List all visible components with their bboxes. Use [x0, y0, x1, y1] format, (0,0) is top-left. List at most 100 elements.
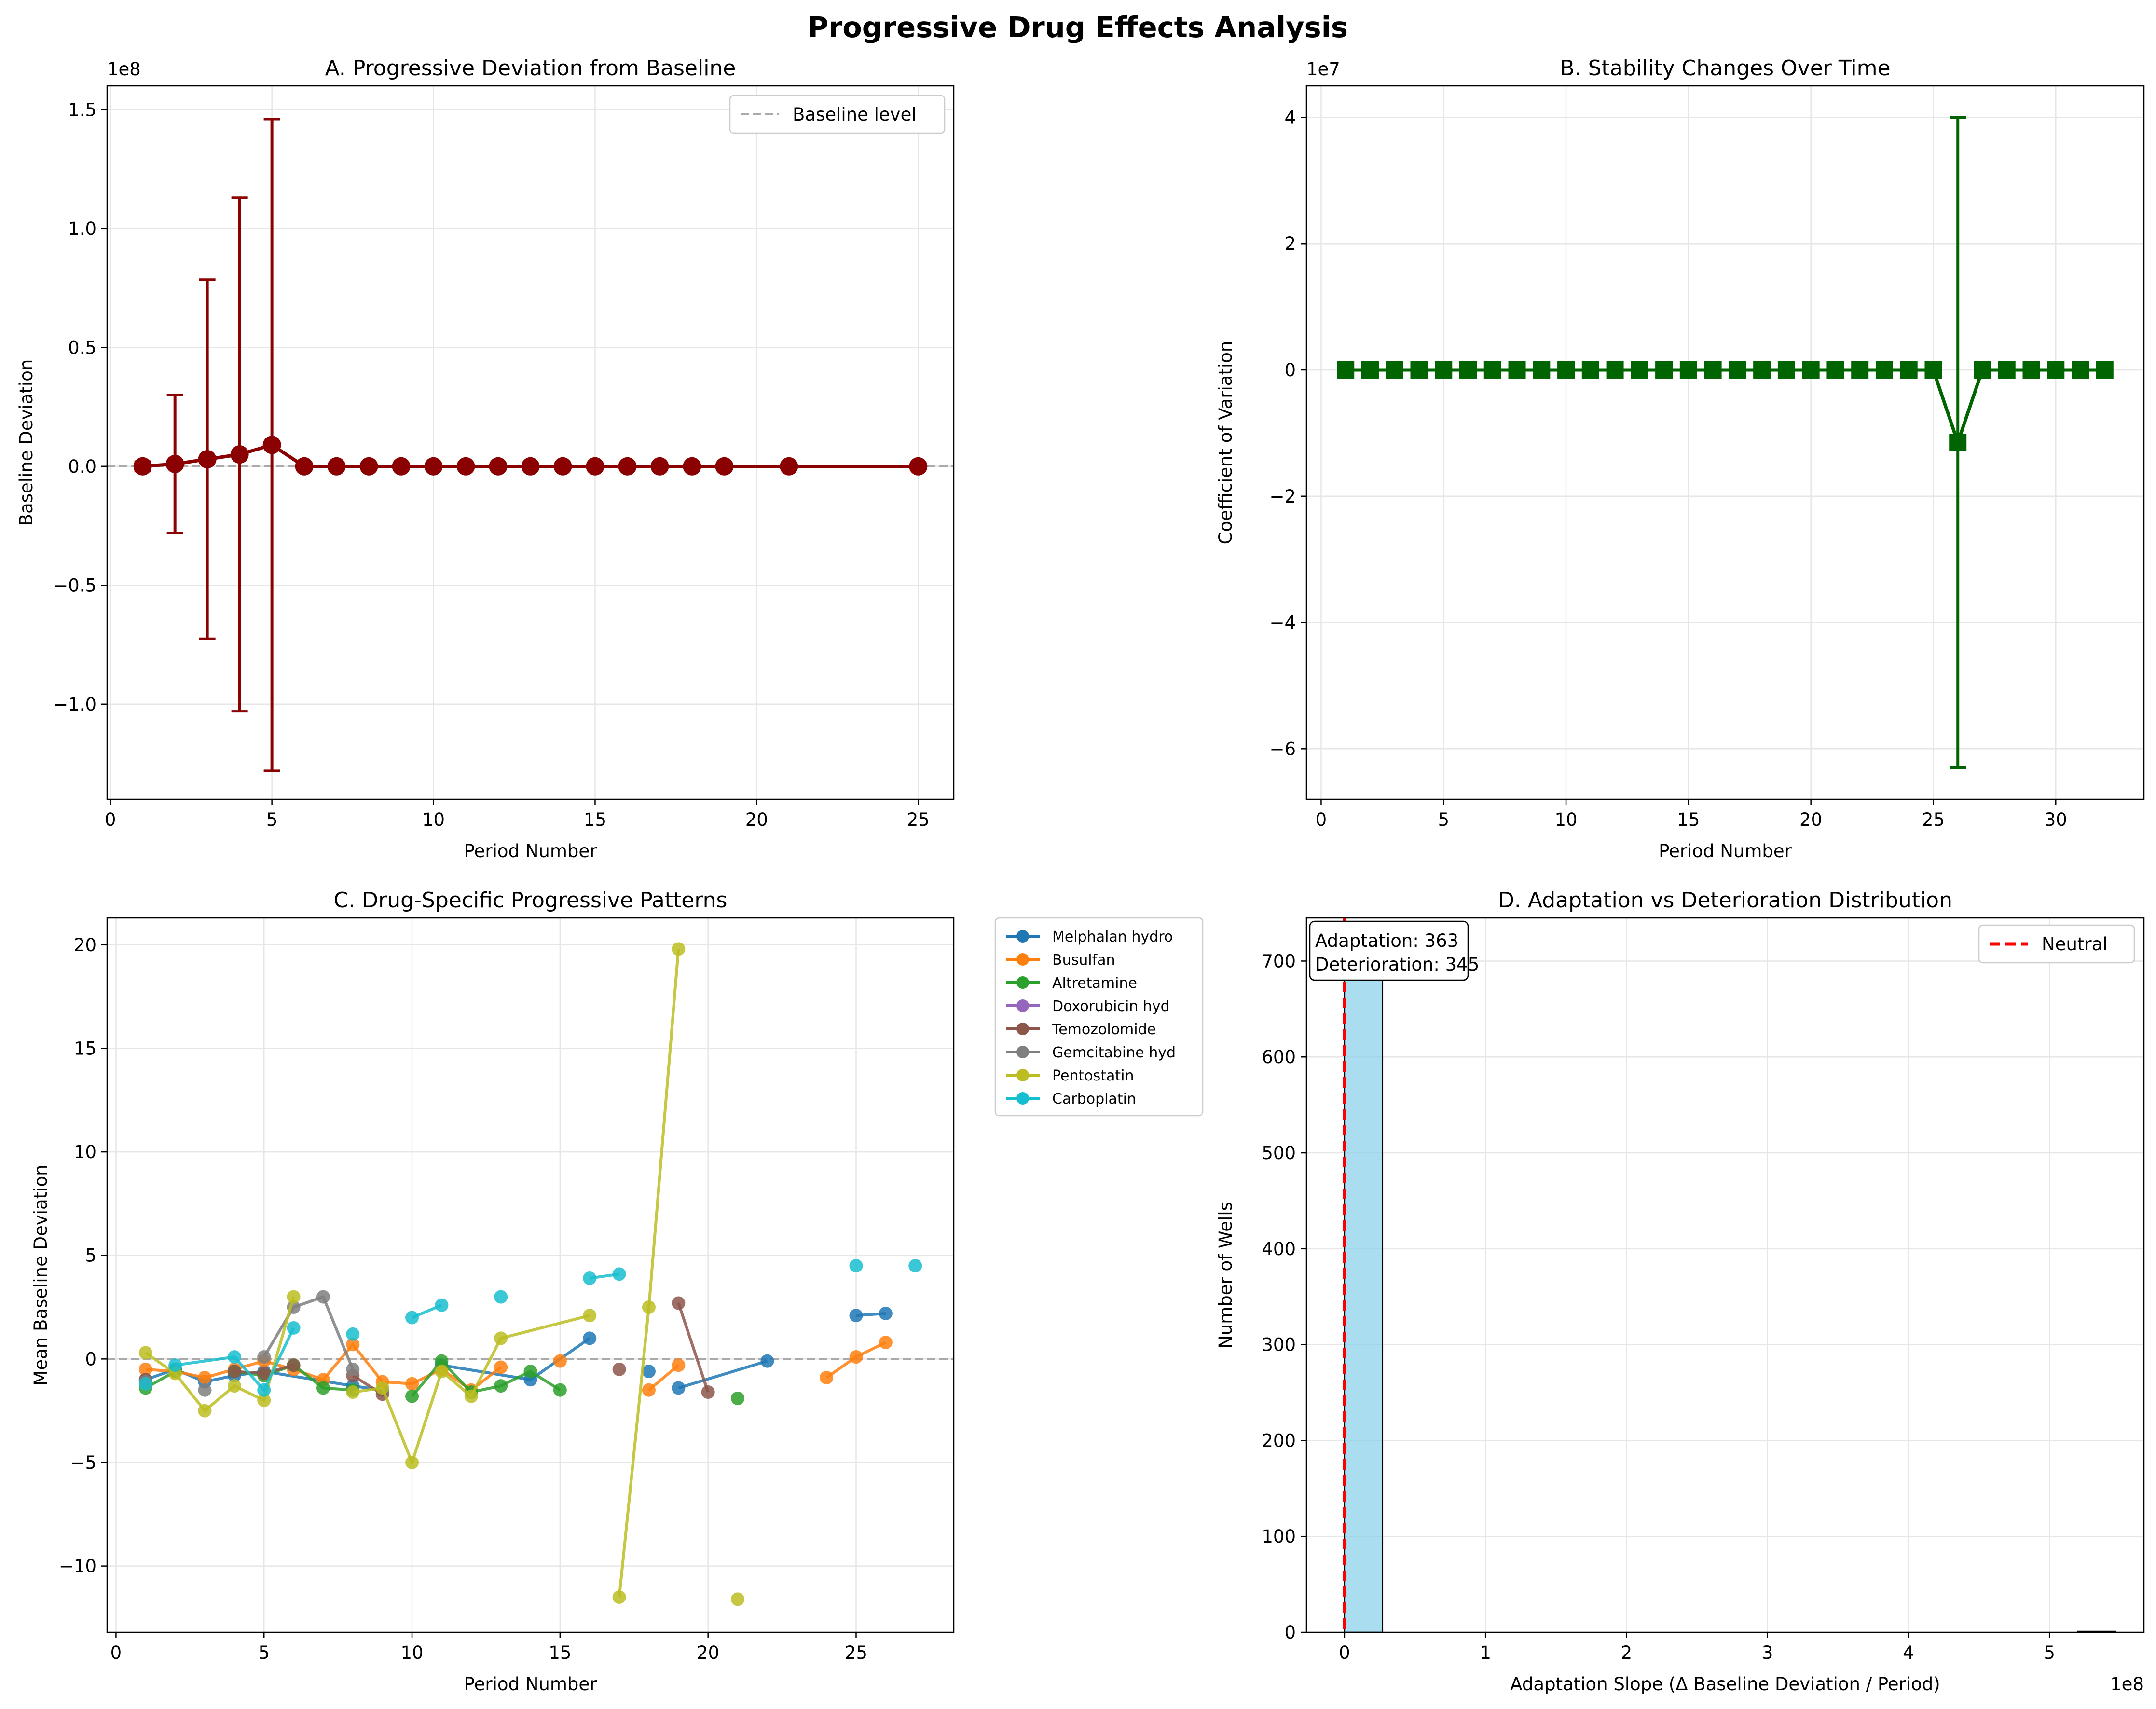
axes-title: A. Progressive Deviation from Baseline	[325, 56, 736, 81]
data-point	[1483, 361, 1501, 379]
y-tick-label: 0	[1284, 1622, 1296, 1643]
data-point	[1729, 361, 1746, 379]
data-point	[316, 1381, 330, 1395]
data-point	[227, 1350, 241, 1364]
legend-marker	[1016, 953, 1029, 966]
data-point	[165, 454, 184, 473]
data-point	[553, 1354, 567, 1368]
data-point	[1704, 361, 1722, 379]
x-tick-label: 5	[258, 1642, 270, 1663]
legend-label: Melphalan hydro	[1052, 929, 1173, 945]
data-point	[908, 1259, 922, 1273]
data-point	[612, 1362, 626, 1376]
x-tick-label: 0	[1316, 809, 1327, 830]
x-tick-label: 0	[1339, 1642, 1350, 1663]
x-tick-label: 10	[400, 1642, 423, 1663]
y-tick-label: 1.5	[68, 99, 96, 120]
data-point	[731, 1391, 745, 1405]
data-point	[521, 457, 540, 476]
legend-marker	[1016, 999, 1029, 1012]
annotation-box	[1309, 920, 1469, 981]
data-point	[1655, 361, 1673, 379]
data-point	[424, 457, 443, 476]
legend-marker	[1016, 1023, 1029, 1035]
data-point	[257, 1394, 271, 1408]
data-point	[586, 457, 604, 476]
data-point	[464, 1389, 478, 1403]
axes-frame	[106, 85, 955, 800]
y-axis-label: Baseline Deviation	[16, 359, 37, 526]
y-tick-label: 0	[85, 1349, 96, 1369]
data-point	[1826, 361, 1844, 379]
x-tick-label: 0	[105, 809, 116, 830]
data-point	[346, 1362, 360, 1376]
x-axis-label: Period Number	[464, 1674, 598, 1695]
annotation-adaptation: Adaptation: 363	[1315, 930, 1458, 951]
y-tick-label: 0.0	[68, 456, 96, 477]
data-point	[672, 1296, 686, 1310]
x-tick-label: 20	[697, 1642, 719, 1663]
x-tick-label: 15	[549, 1642, 571, 1663]
y-tick-label: 0.5	[68, 337, 96, 358]
data-point	[198, 1370, 212, 1384]
x-tick-label: 10	[422, 809, 445, 830]
data-point	[1998, 361, 2016, 379]
legend-box	[1978, 924, 2135, 964]
data-point	[168, 1358, 182, 1372]
data-point	[583, 1309, 597, 1323]
data-point	[138, 1346, 152, 1360]
y-tick-label: 400	[1262, 1239, 1296, 1259]
x-tick-label: 1	[1480, 1642, 1491, 1663]
y-tick-label: 4	[1284, 107, 1296, 128]
data-point	[262, 436, 281, 454]
data-point	[346, 1385, 360, 1399]
data-point	[849, 1309, 863, 1323]
y-axis-label: Coefficient of Variation	[1215, 341, 1236, 545]
data-point	[820, 1370, 834, 1384]
data-point	[346, 1327, 360, 1341]
legend-marker	[1016, 1069, 1029, 1081]
data-point	[375, 1381, 389, 1395]
series-line-0	[678, 1359, 768, 1390]
x-axis-label: Period Number	[1659, 841, 1792, 861]
panel-b: 0 5 10 15 20 25 30 −6 −4 −2 0 2 4 B. Stability Change…	[1215, 56, 2145, 861]
data-point	[1361, 361, 1379, 379]
data-point	[198, 1404, 212, 1418]
series-line-7	[175, 1327, 295, 1393]
y-tick-label: 200	[1262, 1430, 1296, 1451]
data-point	[1875, 361, 1893, 379]
y-tick-label: 15	[74, 1038, 96, 1059]
series-line	[1346, 368, 2105, 448]
data-point	[1753, 361, 1771, 379]
data-point	[138, 1377, 152, 1391]
y-offset-label: 1e8	[107, 59, 141, 80]
figure-title: Progressive Drug Effects Analysis	[808, 11, 1348, 44]
legend-label: Doxorubicin hyd	[1052, 998, 1170, 1015]
legend-label: Busulfan	[1052, 952, 1115, 969]
x-tick-label: 20	[1799, 809, 1822, 830]
series-line-6	[618, 949, 680, 1598]
x-tick-label: 25	[907, 809, 930, 830]
data-point	[198, 1383, 212, 1397]
data-point	[879, 1336, 893, 1350]
data-point	[1777, 361, 1795, 379]
legend-box	[994, 917, 1204, 1117]
data-point	[1581, 361, 1599, 379]
data-point	[489, 457, 508, 476]
y-tick-label: 2	[1284, 233, 1296, 254]
data-point	[760, 1354, 774, 1368]
y-tick-label: −2	[1269, 486, 1296, 507]
axes-frame	[1305, 85, 2145, 800]
y-tick-label: 100	[1262, 1526, 1296, 1547]
data-point	[287, 1358, 301, 1372]
data-point	[909, 457, 928, 476]
y-axis-label: Mean Baseline Deviation	[30, 1164, 51, 1385]
y-tick-label: 700	[1262, 951, 1296, 971]
data-point	[405, 1389, 419, 1403]
data-point	[1386, 361, 1403, 379]
data-point	[456, 457, 475, 476]
y-tick-label: 1.0	[68, 219, 96, 239]
legend-label: Temozolomide	[1052, 1021, 1156, 1038]
data-point	[583, 1331, 597, 1345]
